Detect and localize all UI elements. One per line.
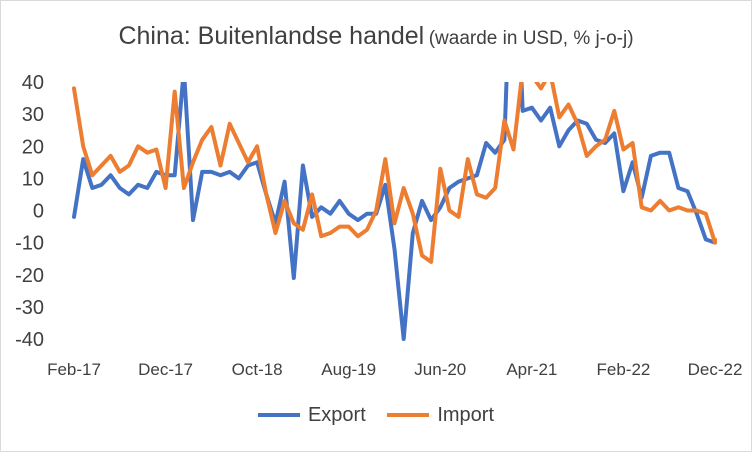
- x-tick-label: Dec-22: [688, 360, 743, 379]
- y-tick-label: 40: [22, 72, 44, 94]
- x-tick-label: Feb-17: [47, 360, 101, 379]
- chart-legend: Export Import: [0, 400, 752, 427]
- x-axis: Feb-17 Dec-17 Oct-18 Aug-19 Jun-20 Apr-21 Feb-…: [47, 360, 742, 379]
- y-tick-label: -20: [15, 265, 44, 287]
- x-tick-label: Aug-19: [321, 360, 376, 379]
- x-tick-label: Apr-21: [506, 360, 557, 379]
- chart-title: China: Buitenlandse handel (waarde in US…: [0, 22, 752, 51]
- y-tick-label: 10: [22, 168, 44, 190]
- y-tick-label: 20: [22, 136, 44, 158]
- legend-label-import: Import: [437, 403, 495, 426]
- y-axis: -40 -30 -20 -10 0 10 20 30 40: [15, 72, 44, 351]
- legend-swatch-export: [257, 413, 300, 417]
- legend-item-export: Export: [257, 403, 366, 427]
- chart-title-sub: (waarde in USD, % j-o-j): [428, 28, 634, 49]
- x-tick-label: Feb-22: [596, 360, 650, 379]
- legend-swatch-import: [387, 413, 430, 417]
- x-tick-label: Oct-18: [232, 360, 283, 379]
- legend-item-import: Import: [387, 404, 494, 427]
- y-tick-label: -40: [15, 329, 44, 351]
- x-tick-label: Dec-17: [138, 360, 193, 379]
- y-tick-label: -30: [15, 297, 44, 319]
- series-line-export: [72, 82, 717, 341]
- y-tick-label: 30: [22, 104, 44, 126]
- series-layer: [72, 82, 717, 341]
- y-tick-label: -10: [15, 233, 44, 255]
- y-tick-label: 0: [33, 201, 44, 223]
- x-tick-label: Jun-20: [414, 360, 466, 379]
- chart-title-main: China: Buitenlandse handel: [118, 22, 425, 50]
- legend-label-export: Export: [307, 403, 366, 426]
- series-line-import: [72, 82, 717, 264]
